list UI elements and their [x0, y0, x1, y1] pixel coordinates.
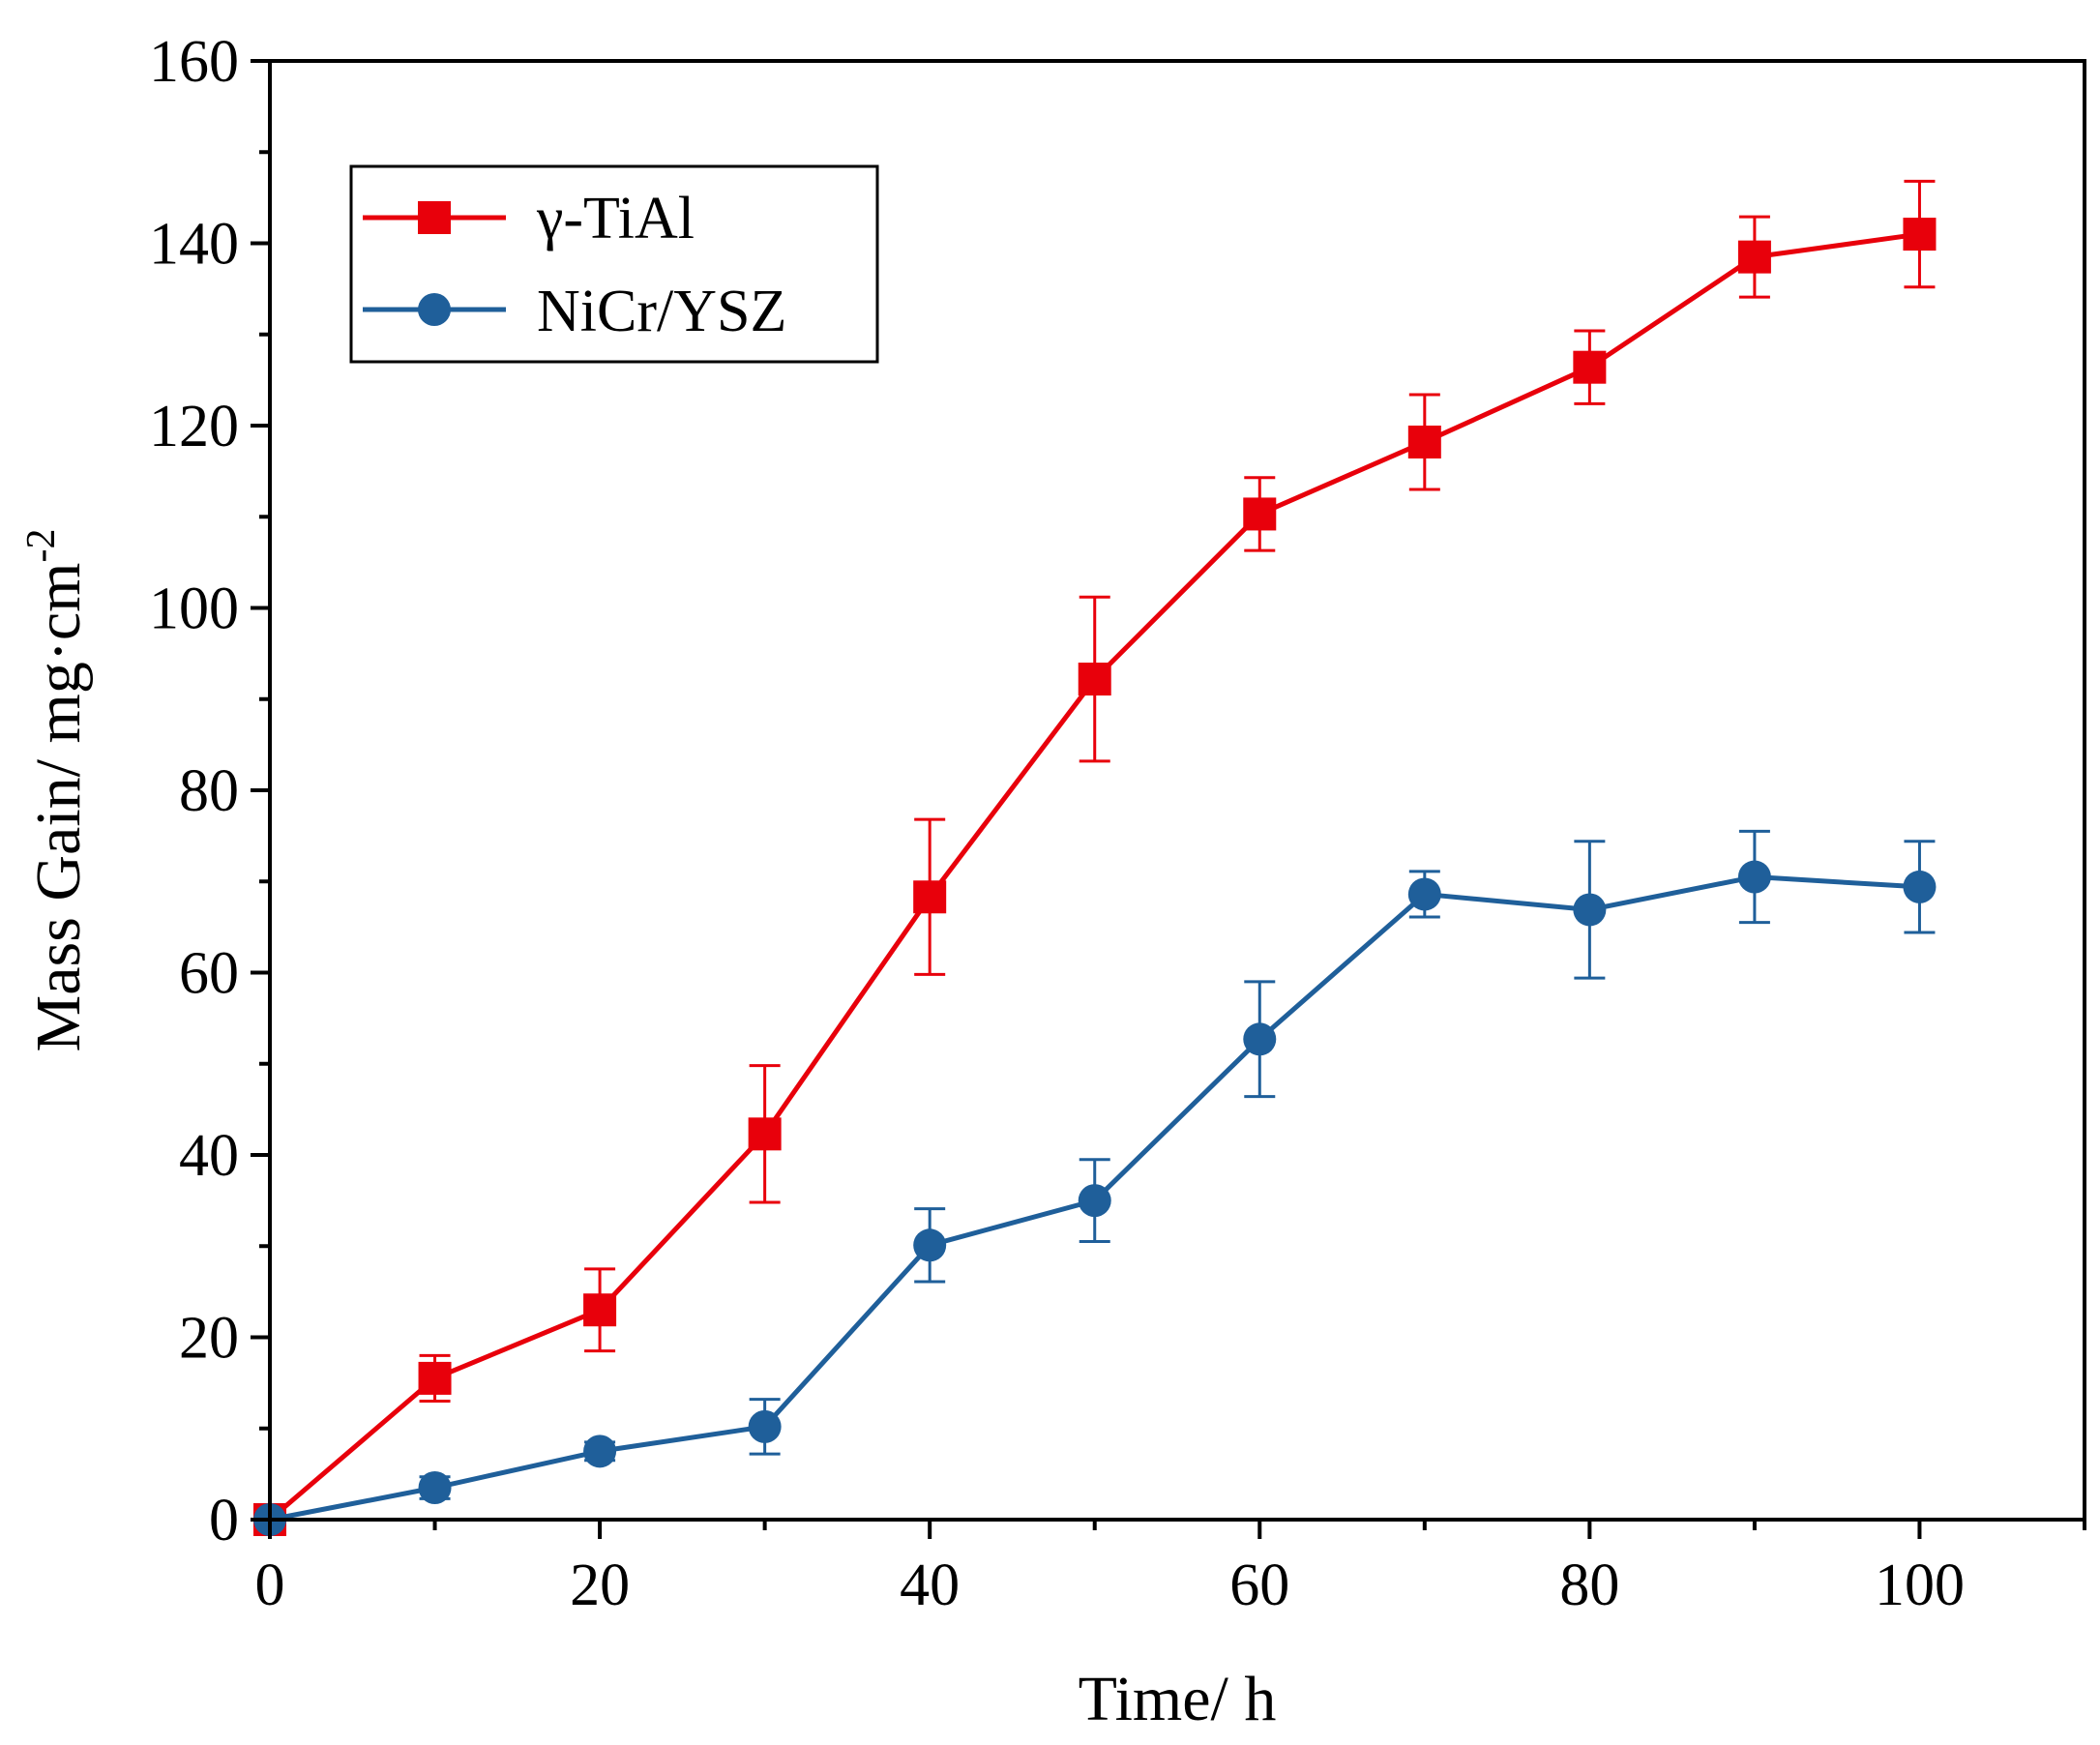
data-point-nicr-ysz: [1243, 1022, 1277, 1056]
legend-label-nicr-ysz: NiCr/YSZ: [537, 279, 786, 344]
data-point-nicr-ysz: [1573, 893, 1607, 927]
y-tick-label: 0: [209, 1488, 239, 1553]
x-tick-label: 40: [900, 1553, 960, 1618]
x-tick-label: 60: [1229, 1553, 1289, 1618]
y-tick-label: 160: [149, 29, 239, 95]
legend-marker-nicr-ysz: [418, 293, 451, 326]
data-point-tial: [1903, 218, 1937, 251]
y-tick-label: 140: [149, 212, 239, 278]
data-point-tial: [1737, 240, 1771, 274]
data-point-tial: [1078, 663, 1111, 696]
x-tick-label: 0: [255, 1553, 285, 1618]
series-tial: [253, 179, 1937, 1536]
y-tick-label: 60: [179, 941, 239, 1007]
legend-label-tial: γ-TiAl: [536, 186, 695, 251]
y-tick-label: 120: [149, 394, 239, 459]
data-point-nicr-ysz: [1903, 870, 1937, 903]
data-point-nicr-ysz: [1737, 860, 1771, 894]
x-axis-title: Time/ h: [1079, 1664, 1277, 1734]
series-line-tial: [268, 231, 1920, 1522]
data-point-tial: [1573, 350, 1607, 384]
data-point-nicr-ysz: [913, 1228, 947, 1262]
legend: γ-TiAl NiCr/YSZ: [349, 164, 879, 364]
legend-entry-nicr-ysz: NiCr/YSZ: [363, 279, 786, 344]
legend-box: [349, 164, 879, 364]
y-tick-label: 20: [179, 1306, 239, 1372]
legend-marker-tial: [418, 201, 451, 234]
data-point-nicr-ysz: [748, 1409, 782, 1443]
data-point-tial: [748, 1117, 782, 1151]
y-axis-title: Mass Gain/ mg·cm-2: [19, 529, 94, 1052]
plot-layer: [253, 179, 1937, 1536]
data-point-nicr-ysz: [1407, 877, 1441, 911]
data-point-tial: [1243, 497, 1277, 531]
legend-entry-tial: γ-TiAl: [363, 186, 695, 251]
x-tick-label: 20: [570, 1553, 630, 1618]
ticks-layer: 0 20 40 60 80 100 0 20 40 60 80 100 120 140 160: [149, 29, 2086, 1618]
x-tick-label: 80: [1559, 1553, 1619, 1618]
data-point-tial: [913, 880, 947, 914]
series-nicr-ysz: [253, 829, 1937, 1536]
y-tick-label: 40: [179, 1123, 239, 1189]
data-point-nicr-ysz: [418, 1471, 452, 1505]
data-point-tial: [583, 1293, 617, 1327]
data-point-nicr-ysz: [1078, 1184, 1111, 1218]
x-tick-label: 100: [1875, 1553, 1965, 1618]
data-point-tial: [418, 1361, 452, 1395]
y-tick-label: 100: [149, 577, 239, 642]
data-point-nicr-ysz: [583, 1434, 617, 1468]
y-tick-label: 80: [179, 758, 239, 824]
y-axis-title-superscript: -2: [19, 529, 64, 563]
y-axis-title-main: Mass Gain/ mg·cm: [23, 563, 94, 1052]
data-point-tial: [1407, 425, 1441, 458]
